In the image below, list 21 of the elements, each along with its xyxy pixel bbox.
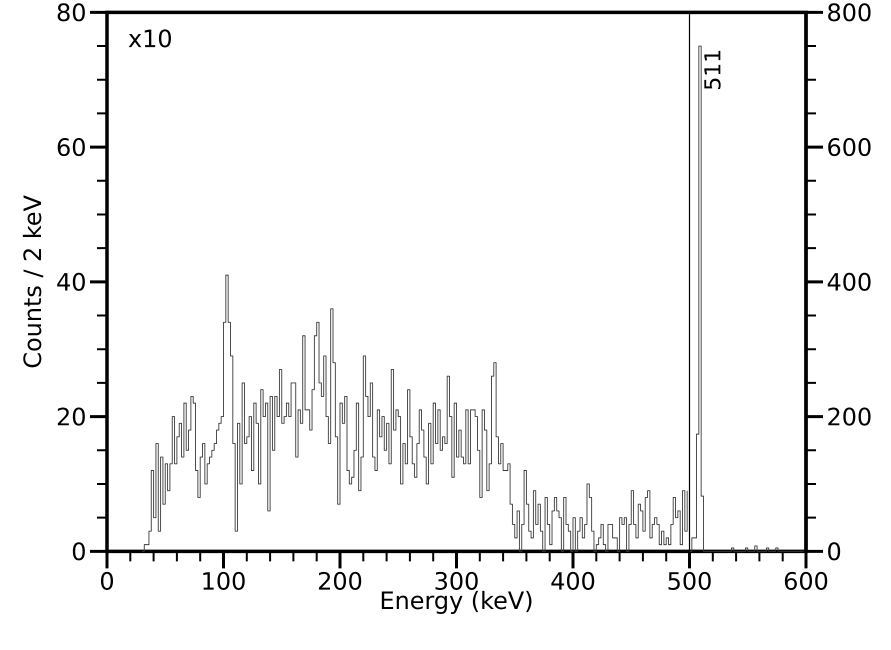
y2-tick-label: 600 (828, 138, 871, 156)
x-tick-label: 600 (784, 572, 828, 590)
x-tick-label: 200 (318, 572, 362, 590)
y-tick-label: 60 (58, 138, 85, 156)
x-tick-label: 300 (436, 572, 478, 590)
y2-tick-label: 200 (828, 407, 871, 426)
y-tick-label: 40 (57, 272, 85, 291)
y-tick-label: 0 (72, 542, 85, 560)
annotation: 511 (704, 50, 721, 89)
x-tick-label: 500 (668, 572, 711, 590)
y2-tick-label: 0 (828, 542, 840, 560)
x-axis-title: Energy (keV) (382, 590, 532, 614)
y-axis-title: Counts / 2 keV (22, 195, 44, 368)
y-tick-label: 80 (58, 3, 85, 22)
x-tick-label: 0 (100, 572, 114, 590)
annotation: x10 (128, 29, 171, 48)
x-tick-label: 400 (551, 572, 594, 590)
y-tick-label: 20 (58, 407, 85, 426)
y2-tick-label: 400 (828, 272, 871, 291)
x-tick-label: 100 (203, 572, 245, 590)
y2-tick-label: 800 (828, 3, 871, 22)
